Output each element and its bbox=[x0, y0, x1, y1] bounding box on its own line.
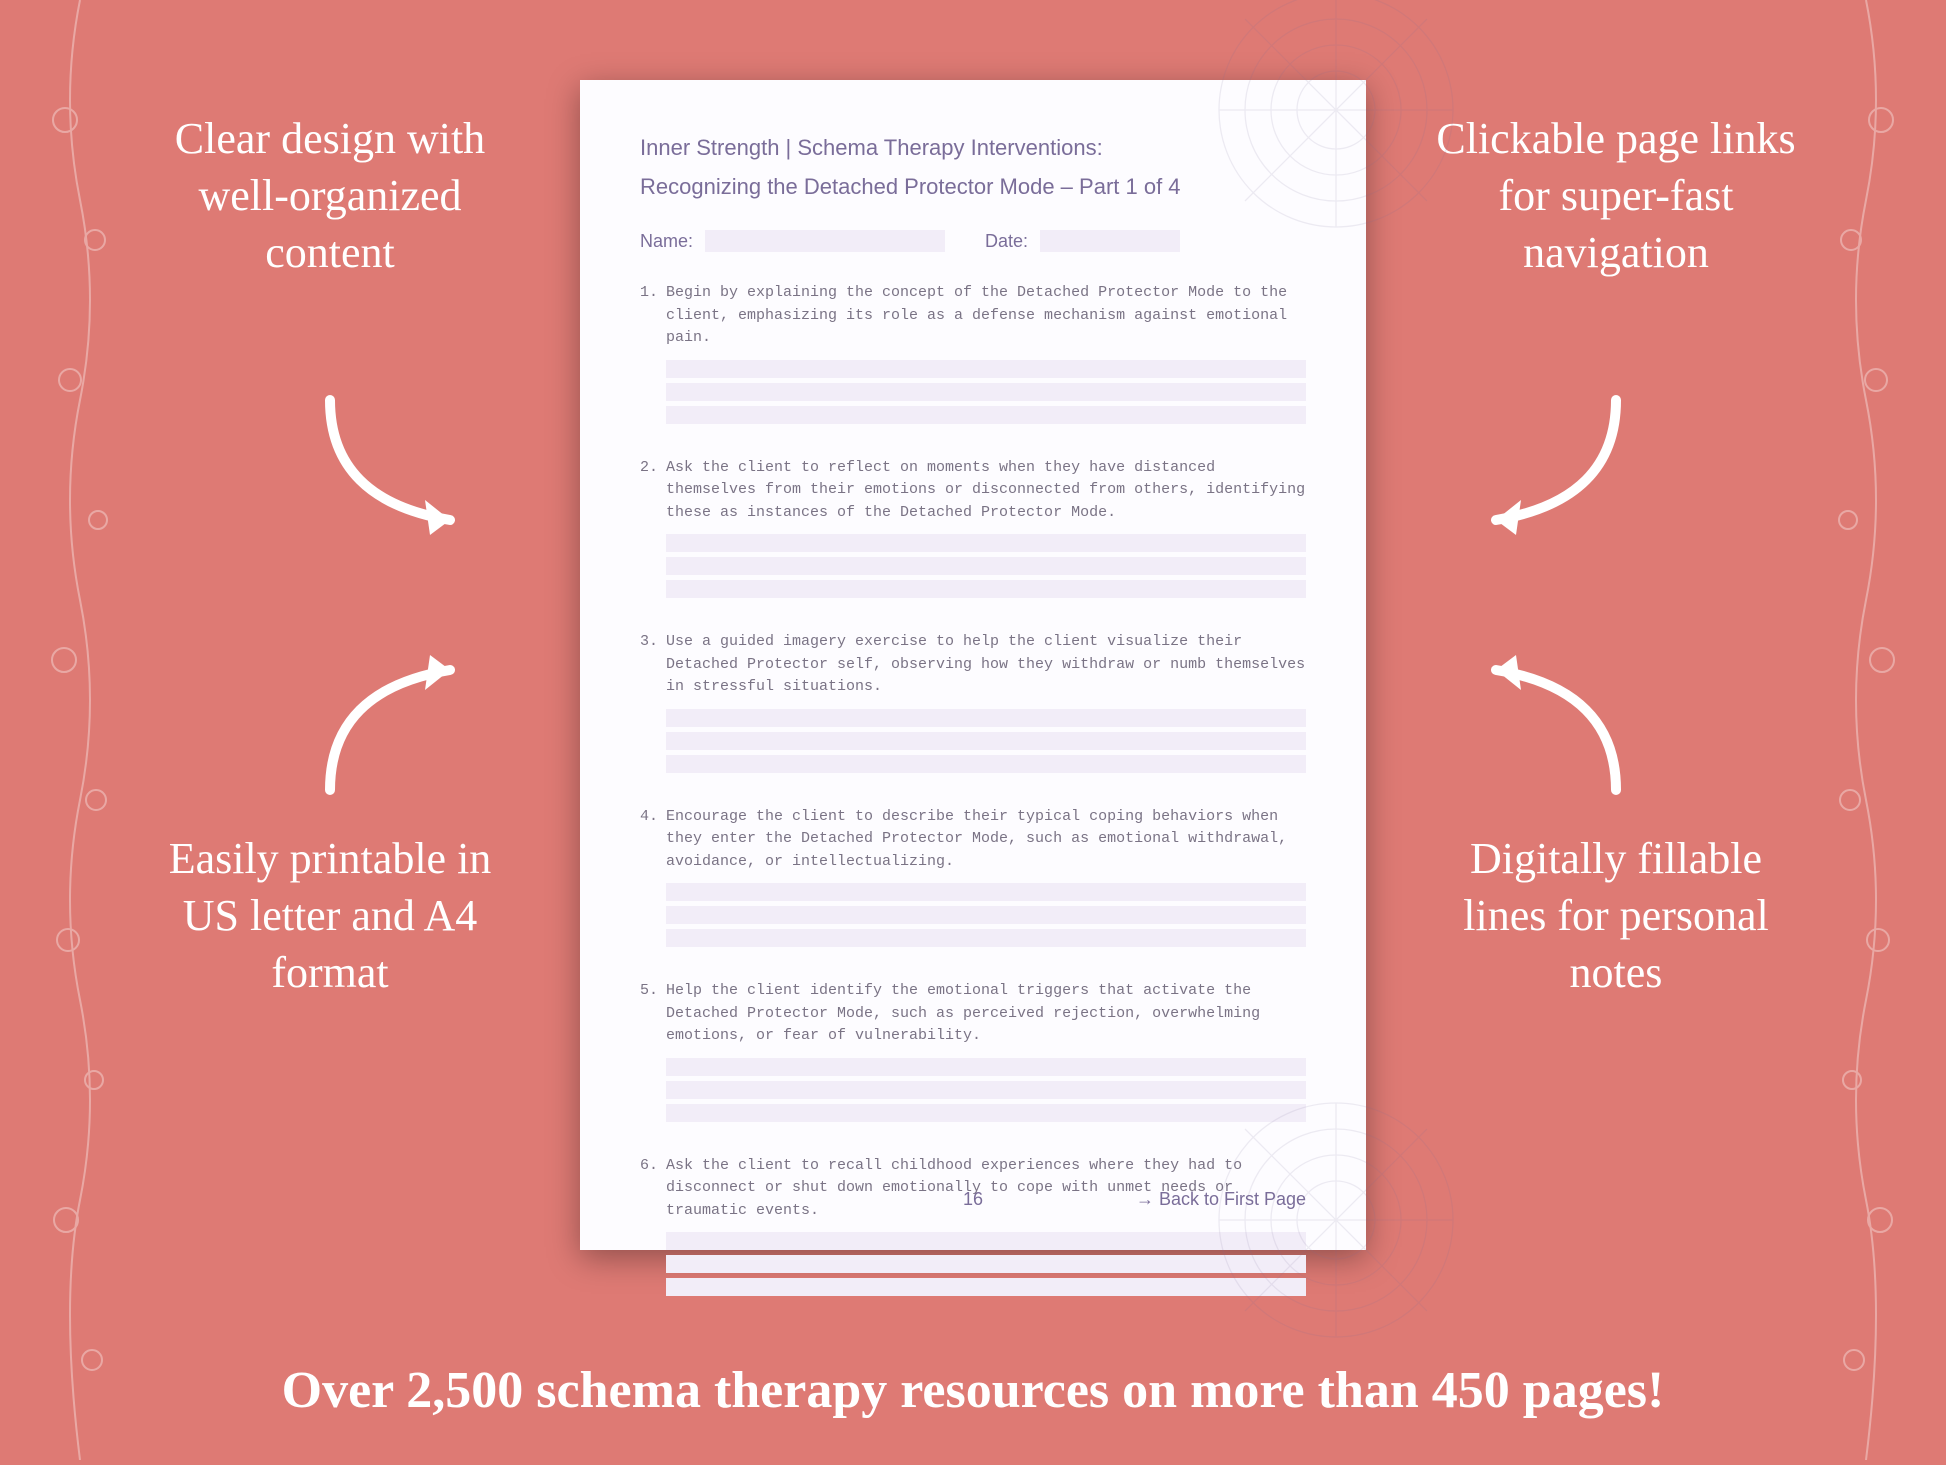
fill-line[interactable] bbox=[666, 732, 1306, 750]
page-number: 16 bbox=[963, 1189, 983, 1210]
fill-line[interactable] bbox=[666, 534, 1306, 552]
item-body: Ask the client to reflect on moments whe… bbox=[666, 457, 1306, 604]
item-text: Begin by explaining the concept of the D… bbox=[666, 282, 1306, 350]
fill-line[interactable] bbox=[666, 883, 1306, 901]
callout-bottom-right: Digitally fillable lines for personal no… bbox=[1436, 830, 1796, 1002]
arrow-top-left bbox=[310, 380, 480, 550]
callout-top-left: Clear design with well-organized content bbox=[150, 110, 510, 282]
fill-lines bbox=[666, 1232, 1306, 1296]
callout-bottom-left: Easily printable in US letter and A4 for… bbox=[150, 830, 510, 1002]
name-field: Name: bbox=[640, 230, 945, 252]
item-number: 6. bbox=[640, 1155, 660, 1302]
date-input[interactable] bbox=[1040, 230, 1180, 252]
fill-line[interactable] bbox=[666, 383, 1306, 401]
fill-line[interactable] bbox=[666, 360, 1306, 378]
fill-line[interactable] bbox=[666, 1081, 1306, 1099]
fill-line[interactable] bbox=[666, 709, 1306, 727]
item-number: 5. bbox=[640, 980, 660, 1127]
fill-lines bbox=[666, 1058, 1306, 1122]
item-text: Ask the client to reflect on moments whe… bbox=[666, 457, 1306, 525]
items-list: 1.Begin by explaining the concept of the… bbox=[640, 282, 1306, 1301]
name-label: Name: bbox=[640, 231, 693, 252]
item-number: 4. bbox=[640, 806, 660, 953]
worksheet-item: 1.Begin by explaining the concept of the… bbox=[640, 282, 1306, 429]
fill-line[interactable] bbox=[666, 1255, 1306, 1273]
item-body: Ask the client to recall childhood exper… bbox=[666, 1155, 1306, 1302]
fill-line[interactable] bbox=[666, 406, 1306, 424]
fill-line[interactable] bbox=[666, 557, 1306, 575]
date-label: Date: bbox=[985, 231, 1028, 252]
page-header-line2: Recognizing the Detached Protector Mode … bbox=[640, 169, 1306, 204]
fill-lines bbox=[666, 883, 1306, 947]
document-page: Inner Strength | Schema Therapy Interven… bbox=[580, 80, 1366, 1250]
fill-lines bbox=[666, 360, 1306, 424]
item-text: Encourage the client to describe their t… bbox=[666, 806, 1306, 874]
bottom-banner: Over 2,500 schema therapy resources on m… bbox=[0, 1361, 1946, 1420]
fill-line[interactable] bbox=[666, 1104, 1306, 1122]
fill-lines bbox=[666, 709, 1306, 773]
fill-line[interactable] bbox=[666, 929, 1306, 947]
page-header-line1: Inner Strength | Schema Therapy Interven… bbox=[640, 130, 1306, 165]
callout-top-right: Clickable page links for super-fast navi… bbox=[1436, 110, 1796, 282]
page-footer: 16 → Back to First Page bbox=[640, 1189, 1306, 1210]
fill-line[interactable] bbox=[666, 580, 1306, 598]
back-to-first-page-link[interactable]: → Back to First Page bbox=[1136, 1189, 1306, 1210]
arrow-bottom-right bbox=[1466, 640, 1636, 810]
fill-line[interactable] bbox=[666, 1058, 1306, 1076]
page-header: Inner Strength | Schema Therapy Interven… bbox=[640, 130, 1306, 204]
fill-line[interactable] bbox=[666, 1278, 1306, 1296]
arrow-bottom-left bbox=[310, 640, 480, 810]
name-input[interactable] bbox=[705, 230, 945, 252]
item-body: Begin by explaining the concept of the D… bbox=[666, 282, 1306, 429]
worksheet-item: 4.Encourage the client to describe their… bbox=[640, 806, 1306, 953]
item-body: Use a guided imagery exercise to help th… bbox=[666, 631, 1306, 778]
item-number: 2. bbox=[640, 457, 660, 604]
floral-border-left bbox=[20, 0, 140, 1460]
item-body: Encourage the client to describe their t… bbox=[666, 806, 1306, 953]
date-field: Date: bbox=[985, 230, 1180, 252]
name-date-row: Name: Date: bbox=[640, 230, 1306, 252]
item-body: Help the client identify the emotional t… bbox=[666, 980, 1306, 1127]
floral-border-right bbox=[1806, 0, 1926, 1460]
arrow-top-right bbox=[1466, 380, 1636, 550]
worksheet-item: 6.Ask the client to recall childhood exp… bbox=[640, 1155, 1306, 1302]
worksheet-item: 5.Help the client identify the emotional… bbox=[640, 980, 1306, 1127]
fill-lines bbox=[666, 534, 1306, 598]
fill-line[interactable] bbox=[666, 755, 1306, 773]
item-number: 1. bbox=[640, 282, 660, 429]
item-text: Help the client identify the emotional t… bbox=[666, 980, 1306, 1048]
fill-line[interactable] bbox=[666, 906, 1306, 924]
fill-line[interactable] bbox=[666, 1232, 1306, 1250]
worksheet-item: 2.Ask the client to reflect on moments w… bbox=[640, 457, 1306, 604]
item-text: Use a guided imagery exercise to help th… bbox=[666, 631, 1306, 699]
item-number: 3. bbox=[640, 631, 660, 778]
worksheet-item: 3.Use a guided imagery exercise to help … bbox=[640, 631, 1306, 778]
